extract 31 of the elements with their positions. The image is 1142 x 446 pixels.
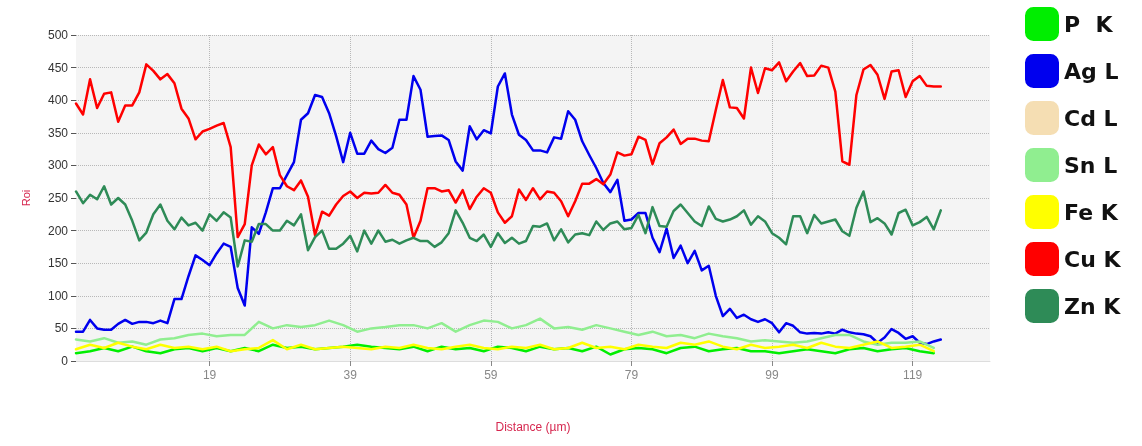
x-axis-title: Distance (µm) <box>495 420 571 434</box>
line-series <box>74 185 943 268</box>
x-tick-label: 39 <box>343 368 358 382</box>
y-axis-title: Roi <box>19 189 32 207</box>
x-tick-label: 59 <box>484 368 498 382</box>
y-tick-label: 150 <box>47 256 69 271</box>
legend-label: Fe K <box>1064 199 1119 225</box>
legend-label: Sn L <box>1064 152 1118 178</box>
legend-label: Ag L <box>1064 58 1119 84</box>
legend-label: Cu K <box>1064 246 1122 272</box>
line-series <box>74 61 943 240</box>
x-tick-label: 119 <box>903 368 923 382</box>
y-tick-label: 200 <box>47 223 69 238</box>
y-tick-label: 0 <box>61 354 69 368</box>
y-tick-label: 300 <box>47 158 69 173</box>
y-tick-label: 50 <box>54 321 69 336</box>
y-tick-label: 100 <box>47 288 69 303</box>
x-tick-label: 79 <box>624 368 639 382</box>
y-tick-label: 250 <box>47 191 69 205</box>
legend-label: P K <box>1064 11 1114 37</box>
y-tick-label: 350 <box>47 125 69 140</box>
y-tick-label: 400 <box>47 93 69 108</box>
legend-label: Zn K <box>1064 293 1122 319</box>
legend-label: Cd L <box>1064 105 1118 131</box>
y-tick-label: 450 <box>47 60 69 75</box>
x-tick-label: 19 <box>202 368 217 382</box>
y-tick-label: 500 <box>47 28 69 42</box>
line-series <box>74 72 943 346</box>
line-series <box>74 317 935 350</box>
line-series <box>74 338 935 353</box>
x-tick-label: 99 <box>765 368 780 382</box>
